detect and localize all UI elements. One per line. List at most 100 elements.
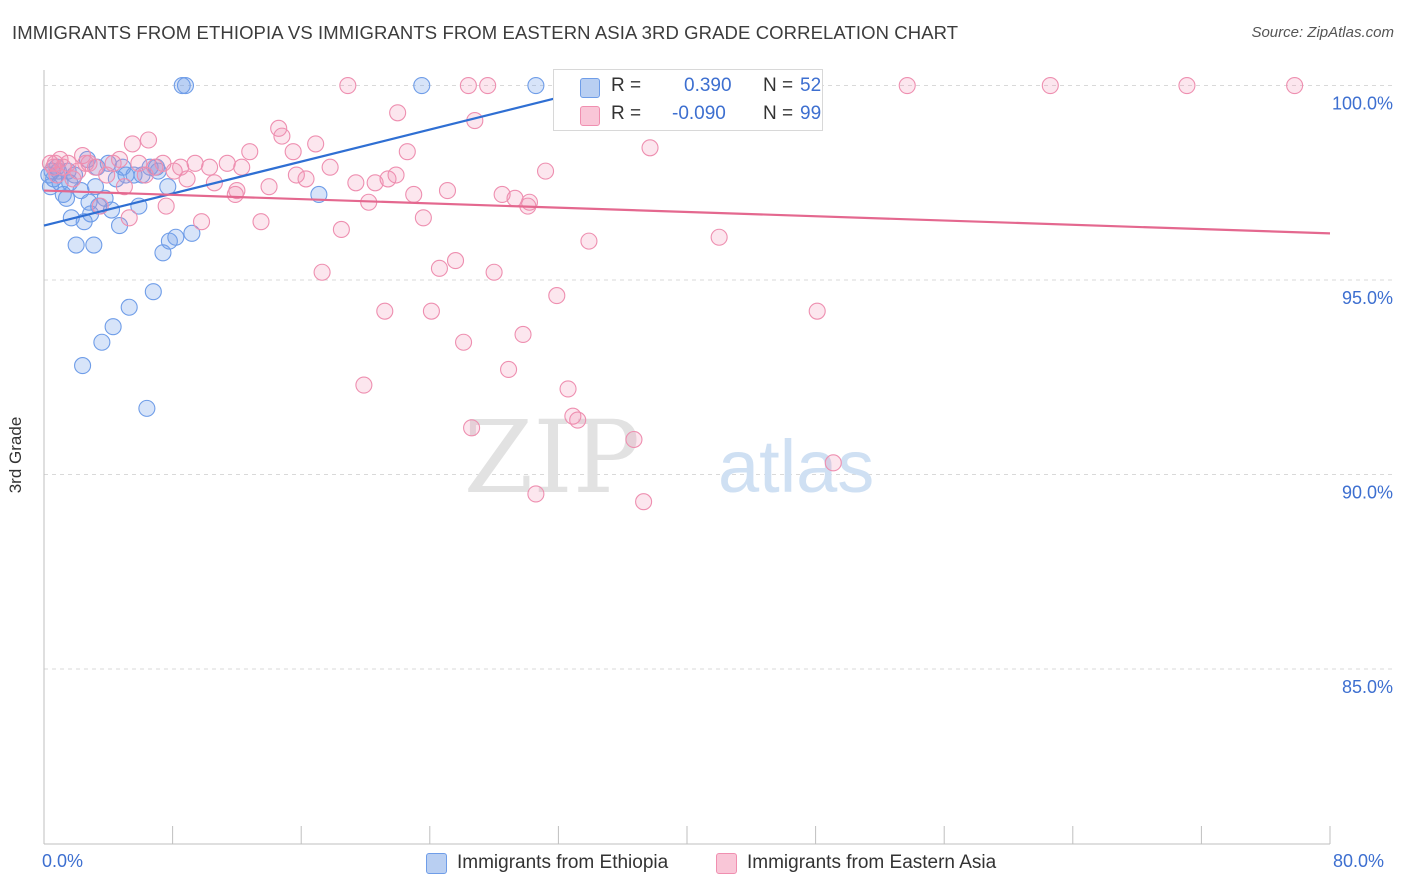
eastern-asia-point: [463, 419, 481, 437]
eastern-asia-trend-line: [43, 189, 1331, 235]
eastern-asia-point: [139, 131, 158, 149]
eastern-asia-point: [446, 252, 465, 270]
eastern-asia-point: [527, 485, 545, 503]
ethiopia-trend-line: [43, 84, 607, 227]
eastern-asia-point: [146, 158, 164, 176]
eastern-asia-point: [1041, 77, 1059, 95]
r-label: R =: [611, 103, 642, 124]
eastern-asia-point: [366, 174, 384, 192]
eastern-asia-point: [46, 154, 64, 172]
ethiopia-point: [138, 399, 156, 417]
eastern-asia-point: [485, 263, 503, 281]
eastern-asia-point: [178, 170, 196, 188]
eastern-asia-point: [438, 182, 457, 200]
eastern-asia-point: [201, 158, 219, 176]
series-legend: Immigrants from Ethiopia Immigrants from…: [0, 851, 1406, 879]
correlation-legend: R = 0.390 N = 52 R = -0.090 N = 99: [553, 69, 823, 131]
y-axis-title: 3rd Grade: [6, 416, 25, 494]
n-label: N =: [763, 103, 794, 124]
eastern-asia-point: [387, 166, 405, 184]
trend-layer: [43, 84, 1331, 235]
ethiopia-point: [527, 77, 545, 95]
ethiopia-point: [85, 236, 103, 254]
watermark-zip: ZIP: [464, 399, 640, 516]
eastern-asia-point: [898, 77, 916, 95]
eastern-asia-point: [559, 380, 577, 398]
watermark-atlas: atlas: [718, 425, 874, 508]
eastern-asia-point: [430, 259, 448, 277]
eastern-asia-point: [479, 77, 497, 95]
eastern-asia-point: [77, 154, 95, 172]
eastern-asia-point: [111, 150, 129, 169]
y-tick-label: 90.0%: [1342, 483, 1393, 503]
eastern-asia-point: [536, 162, 555, 180]
ethiopia-point: [310, 185, 328, 204]
chart-title: IMMIGRANTS FROM ETHIOPIA VS IMMIGRANTS F…: [12, 22, 959, 43]
eastern-asia-point: [355, 376, 373, 394]
eastern-asia-point: [233, 158, 251, 176]
eastern-asia-point: [625, 430, 643, 449]
r-value: 0.390: [684, 75, 732, 96]
eastern-asia-point: [313, 263, 331, 281]
eastern-asia-point: [580, 232, 598, 250]
eastern-asia-point: [422, 302, 440, 320]
ethiopia-point: [86, 178, 104, 196]
ethiopia-point: [183, 224, 201, 242]
eastern-asia-point: [548, 287, 566, 305]
eastern-asia-point: [287, 166, 305, 184]
ethiopia-point: [74, 357, 92, 375]
legend-swatch-eastern-asia: [580, 106, 600, 126]
eastern-asia-point: [824, 454, 842, 472]
n-label: N =: [763, 75, 794, 96]
axis-layer: [43, 70, 1331, 845]
legend-swatch-eastern-asia: [716, 853, 737, 874]
r-label: R =: [611, 75, 642, 96]
eastern-asia-point: [635, 493, 653, 511]
ethiopia-point: [167, 228, 185, 246]
source-credit: Source: ZipAtlas.com: [1251, 24, 1394, 41]
ethiopia-point: [104, 318, 122, 336]
eastern-asia-point: [710, 228, 728, 246]
eastern-asia-point: [514, 325, 532, 344]
eastern-asia-point: [228, 182, 246, 200]
eastern-asia-point: [332, 220, 350, 239]
eastern-asia-point: [339, 77, 357, 95]
legend-swatch-ethiopia: [426, 853, 447, 874]
x-tick-label-max: 80.0%: [1333, 851, 1385, 871]
ethiopia-point: [413, 77, 431, 95]
eastern-asia-point: [347, 174, 365, 192]
watermark: ZIP atlas: [464, 399, 875, 516]
legend-label-eastern-asia: Immigrants from Eastern Asia: [747, 852, 997, 873]
eastern-asia-point: [493, 185, 511, 204]
eastern-asia-point: [376, 302, 394, 320]
eastern-asia-point: [218, 154, 236, 172]
y-tick-label: 85.0%: [1342, 677, 1393, 697]
eastern-asia-point: [321, 158, 339, 176]
eastern-asia-point: [379, 170, 397, 188]
r-value: -0.090: [672, 103, 726, 124]
n-value: 99: [800, 103, 822, 124]
eastern-asia-point: [186, 154, 204, 172]
legend-swatch-ethiopia: [580, 78, 600, 98]
eastern-asia-point: [641, 139, 659, 157]
ethiopia-point: [93, 333, 111, 351]
eastern-asia-point: [241, 143, 259, 161]
eastern-asia-point: [1178, 77, 1196, 95]
eastern-asia-point: [414, 209, 432, 227]
eastern-asia-point: [192, 213, 211, 231]
eastern-asia-point: [297, 170, 315, 188]
ethiopia-point: [144, 283, 162, 301]
eastern-asia-point: [455, 333, 473, 351]
y-tick-label: 100.0%: [1332, 94, 1393, 114]
legend-label-ethiopia: Immigrants from Ethiopia: [457, 852, 669, 873]
n-value: 52: [800, 75, 822, 96]
y-tick-labels: 100.0% 95.0% 90.0% 85.0%: [1332, 94, 1393, 697]
eastern-asia-point: [389, 104, 407, 122]
eastern-asia-point: [500, 360, 518, 379]
eastern-asia-point: [273, 127, 291, 145]
eastern-asia-point: [405, 185, 423, 204]
eastern-asia-point: [284, 143, 302, 161]
eastern-asia-point: [307, 135, 325, 153]
ethiopia-point: [120, 298, 138, 316]
